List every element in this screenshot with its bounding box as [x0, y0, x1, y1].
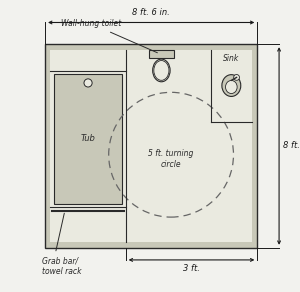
- Text: 3 ft.: 3 ft.: [183, 264, 200, 273]
- Text: Tub: Tub: [81, 134, 95, 143]
- Text: 8 ft.: 8 ft.: [284, 142, 300, 150]
- Text: Wall-hung toilet: Wall-hung toilet: [61, 19, 158, 53]
- Bar: [45, 44, 257, 248]
- Ellipse shape: [222, 75, 241, 96]
- Bar: [54, 74, 122, 204]
- Bar: [149, 50, 174, 58]
- Text: 5 ft. turning
circle: 5 ft. turning circle: [148, 150, 194, 169]
- Text: Grab bar/
towel rack: Grab bar/ towel rack: [42, 256, 82, 276]
- Ellipse shape: [153, 59, 170, 82]
- Ellipse shape: [226, 81, 237, 93]
- Circle shape: [234, 74, 239, 80]
- Bar: [50, 50, 252, 242]
- Text: 8 ft. 6 in.: 8 ft. 6 in.: [132, 8, 170, 17]
- Text: Sink: Sink: [223, 54, 239, 63]
- Circle shape: [84, 79, 92, 87]
